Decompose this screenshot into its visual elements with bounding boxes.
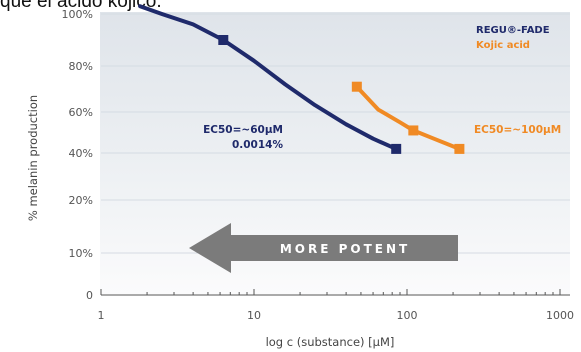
series-marker-0 bbox=[218, 35, 229, 45]
y-tick-label: 10% bbox=[69, 247, 93, 260]
ec50-annotation-regu: 0.0014% bbox=[232, 139, 284, 151]
x-tick-label: 1000 bbox=[546, 309, 574, 322]
series-marker-1 bbox=[454, 143, 465, 154]
y-tick-label: 20% bbox=[69, 194, 93, 207]
y-tick-label: 100% bbox=[62, 8, 93, 21]
series-marker-1 bbox=[351, 81, 362, 92]
y-tick-label: 80% bbox=[69, 60, 93, 73]
y-tick-label: 40% bbox=[69, 147, 93, 160]
x-tick-label: 1 bbox=[98, 309, 105, 322]
arrow-shape bbox=[189, 223, 458, 273]
x-axis-title: log c (substance) [µM] bbox=[266, 335, 395, 349]
series-lines bbox=[138, 4, 465, 154]
series-line-1 bbox=[354, 84, 462, 151]
x-tick-label: 10 bbox=[247, 309, 261, 322]
axes bbox=[100, 289, 570, 296]
arrow-label: MORE POTENT bbox=[280, 242, 410, 256]
chart-labels: 0 10% 20% 40% 60% 80% 100% 1 10 100 1000 log c (sub… bbox=[26, 8, 574, 349]
y-axis-title: % melanin production bbox=[26, 95, 40, 221]
y-tick-label: 60% bbox=[69, 106, 93, 119]
series-line-0 bbox=[138, 4, 399, 151]
ec50-annotation-regu: EC50=~60µM bbox=[203, 124, 283, 136]
page-caption: que el ácido kójico. bbox=[0, 0, 162, 12]
ec50-annotation-kojic: EC50=~100µM bbox=[474, 124, 561, 136]
more-potent-arrow: MORE POTENT bbox=[189, 223, 458, 273]
legend-entry: Kojic acid bbox=[476, 40, 530, 51]
legend-entry: REGU®-FADE bbox=[476, 25, 550, 36]
series-marker-0 bbox=[391, 143, 402, 154]
x-tick-label: 100 bbox=[397, 309, 418, 322]
y-tick-label: 0 bbox=[86, 289, 93, 302]
series-marker-1 bbox=[408, 125, 419, 136]
